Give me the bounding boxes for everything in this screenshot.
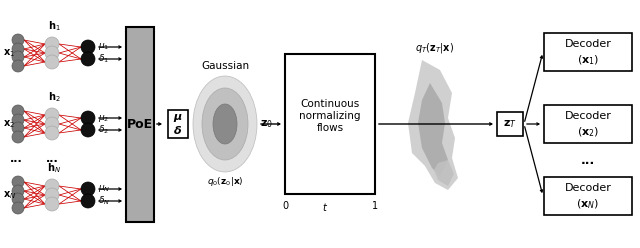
Text: $\mu_N$: $\mu_N$: [98, 184, 111, 194]
Circle shape: [81, 194, 95, 208]
Circle shape: [45, 46, 59, 60]
Text: $q_0(\mathbf{z}_0|\mathbf{x})$: $q_0(\mathbf{z}_0|\mathbf{x})$: [207, 176, 243, 188]
Text: $\mathbf{h}_2$: $\mathbf{h}_2$: [48, 90, 60, 104]
Circle shape: [12, 193, 24, 205]
Bar: [544, 105, 632, 143]
Circle shape: [45, 117, 59, 131]
Text: $\mathbf{x}_2$: $\mathbf{x}_2$: [3, 118, 15, 130]
Bar: [126, 27, 154, 221]
Circle shape: [45, 179, 59, 193]
Text: $\mathbf{x}_1$: $\mathbf{x}_1$: [3, 47, 15, 59]
Text: $\mathbf{h}_1$: $\mathbf{h}_1$: [47, 19, 60, 33]
Text: ...: ...: [10, 155, 22, 164]
Circle shape: [81, 40, 95, 54]
Polygon shape: [418, 83, 448, 176]
Circle shape: [12, 34, 24, 46]
Ellipse shape: [202, 88, 248, 160]
Text: PoE: PoE: [127, 118, 153, 130]
Circle shape: [12, 60, 24, 72]
Circle shape: [45, 55, 59, 69]
Circle shape: [12, 43, 24, 55]
Bar: [497, 112, 523, 136]
Text: ...: ...: [581, 154, 595, 166]
Circle shape: [45, 197, 59, 211]
Text: $\delta_N$: $\delta_N$: [98, 195, 110, 207]
Text: $\mathbf{z}_0$: $\mathbf{z}_0$: [260, 118, 273, 130]
Text: $\delta_1$: $\delta_1$: [98, 53, 109, 65]
Bar: [285, 54, 375, 194]
Text: 1: 1: [372, 201, 378, 211]
Bar: [168, 110, 188, 138]
Circle shape: [12, 202, 24, 214]
Text: $\delta_2$: $\delta_2$: [98, 124, 109, 136]
Text: $\mathbf{z}_T$: $\mathbf{z}_T$: [503, 118, 517, 130]
Text: Decoder: Decoder: [564, 183, 611, 193]
Bar: [544, 177, 632, 215]
Circle shape: [45, 126, 59, 140]
Circle shape: [45, 108, 59, 122]
Text: $\mathbf{h}_N$: $\mathbf{h}_N$: [47, 161, 61, 175]
Text: $(\mathbf{x}_1)$: $(\mathbf{x}_1)$: [577, 53, 599, 67]
Text: 0: 0: [282, 201, 288, 211]
Circle shape: [12, 51, 24, 63]
Circle shape: [81, 52, 95, 66]
Circle shape: [81, 182, 95, 196]
Circle shape: [45, 188, 59, 202]
Text: $(\mathbf{x}_N)$: $(\mathbf{x}_N)$: [577, 197, 600, 211]
Circle shape: [12, 185, 24, 197]
Bar: [544, 33, 632, 71]
Circle shape: [81, 123, 95, 137]
Text: $q_T(\mathbf{z}_T|\mathbf{x})$: $q_T(\mathbf{z}_T|\mathbf{x})$: [415, 41, 454, 55]
Text: Gaussian: Gaussian: [201, 61, 249, 71]
Ellipse shape: [193, 76, 257, 172]
Polygon shape: [408, 60, 458, 190]
Circle shape: [12, 176, 24, 188]
Circle shape: [12, 131, 24, 143]
Text: ...: ...: [45, 155, 58, 164]
Text: $\mu_1$: $\mu_1$: [98, 41, 109, 53]
Circle shape: [81, 111, 95, 125]
Text: $\boldsymbol{\mu}$: $\boldsymbol{\mu}$: [173, 112, 183, 124]
Circle shape: [12, 105, 24, 117]
Text: Continuous
normalizing
flows: Continuous normalizing flows: [300, 99, 361, 133]
Text: $\mu_2$: $\mu_2$: [98, 113, 109, 124]
Circle shape: [45, 37, 59, 51]
Text: Decoder: Decoder: [564, 39, 611, 49]
Text: Decoder: Decoder: [564, 111, 611, 121]
Circle shape: [12, 114, 24, 126]
Text: $t$: $t$: [322, 201, 328, 213]
Ellipse shape: [213, 104, 237, 144]
Text: $\boldsymbol{\delta}$: $\boldsymbol{\delta}$: [173, 124, 182, 136]
Text: $\mathbf{x}_N$: $\mathbf{x}_N$: [3, 189, 16, 201]
Text: $(\mathbf{x}_2)$: $(\mathbf{x}_2)$: [577, 125, 599, 139]
Circle shape: [12, 122, 24, 134]
Polygon shape: [434, 160, 454, 186]
